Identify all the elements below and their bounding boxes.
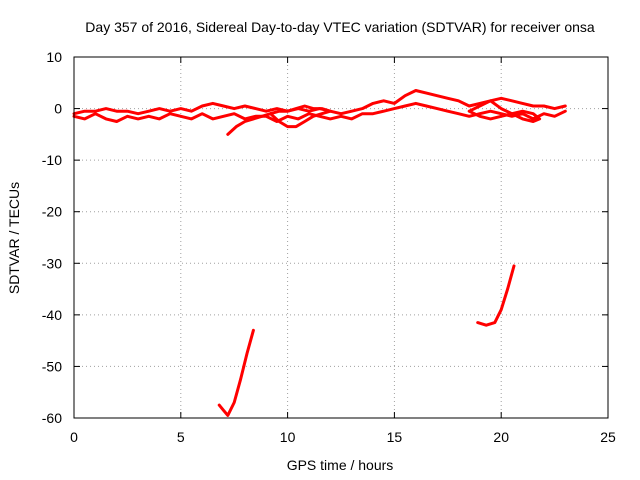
y-tick-label: -40 — [42, 307, 62, 323]
y-tick-label: -30 — [42, 255, 62, 271]
y-tick-label: -60 — [42, 410, 62, 426]
x-tick-label: 20 — [493, 429, 509, 445]
y-tick-label: -20 — [42, 204, 62, 220]
x-tick-label: 25 — [600, 429, 616, 445]
y-tick-label: 0 — [54, 101, 62, 117]
x-tick-label: 0 — [70, 429, 78, 445]
chart-title: Day 357 of 2016, Sidereal Day-to-day VTE… — [85, 19, 595, 35]
x-tick-label: 10 — [280, 429, 296, 445]
y-axis-label: SDTVAR / TECUs — [6, 182, 22, 294]
x-axis-label: GPS time / hours — [287, 457, 394, 473]
y-tick-label: 10 — [46, 49, 62, 65]
series-arc-7h — [217, 328, 255, 417]
series-loop-10h — [269, 104, 332, 129]
plot-frame — [73, 56, 609, 419]
x-tick-label: 15 — [387, 429, 403, 445]
tick-layer: 0 5 10 15 20 25 10 0 -10 -20 -30 -40 -50 -60 — [42, 49, 616, 445]
series-arc-19h — [476, 264, 516, 327]
series-main-band-lower — [72, 101, 567, 123]
y-tick-label: -50 — [42, 358, 62, 374]
series-branch-8h — [226, 112, 272, 136]
series-layer — [72, 89, 567, 417]
y-tick-label: -10 — [42, 152, 62, 168]
series-loop-19h — [467, 99, 542, 123]
x-tick-label: 5 — [177, 429, 185, 445]
